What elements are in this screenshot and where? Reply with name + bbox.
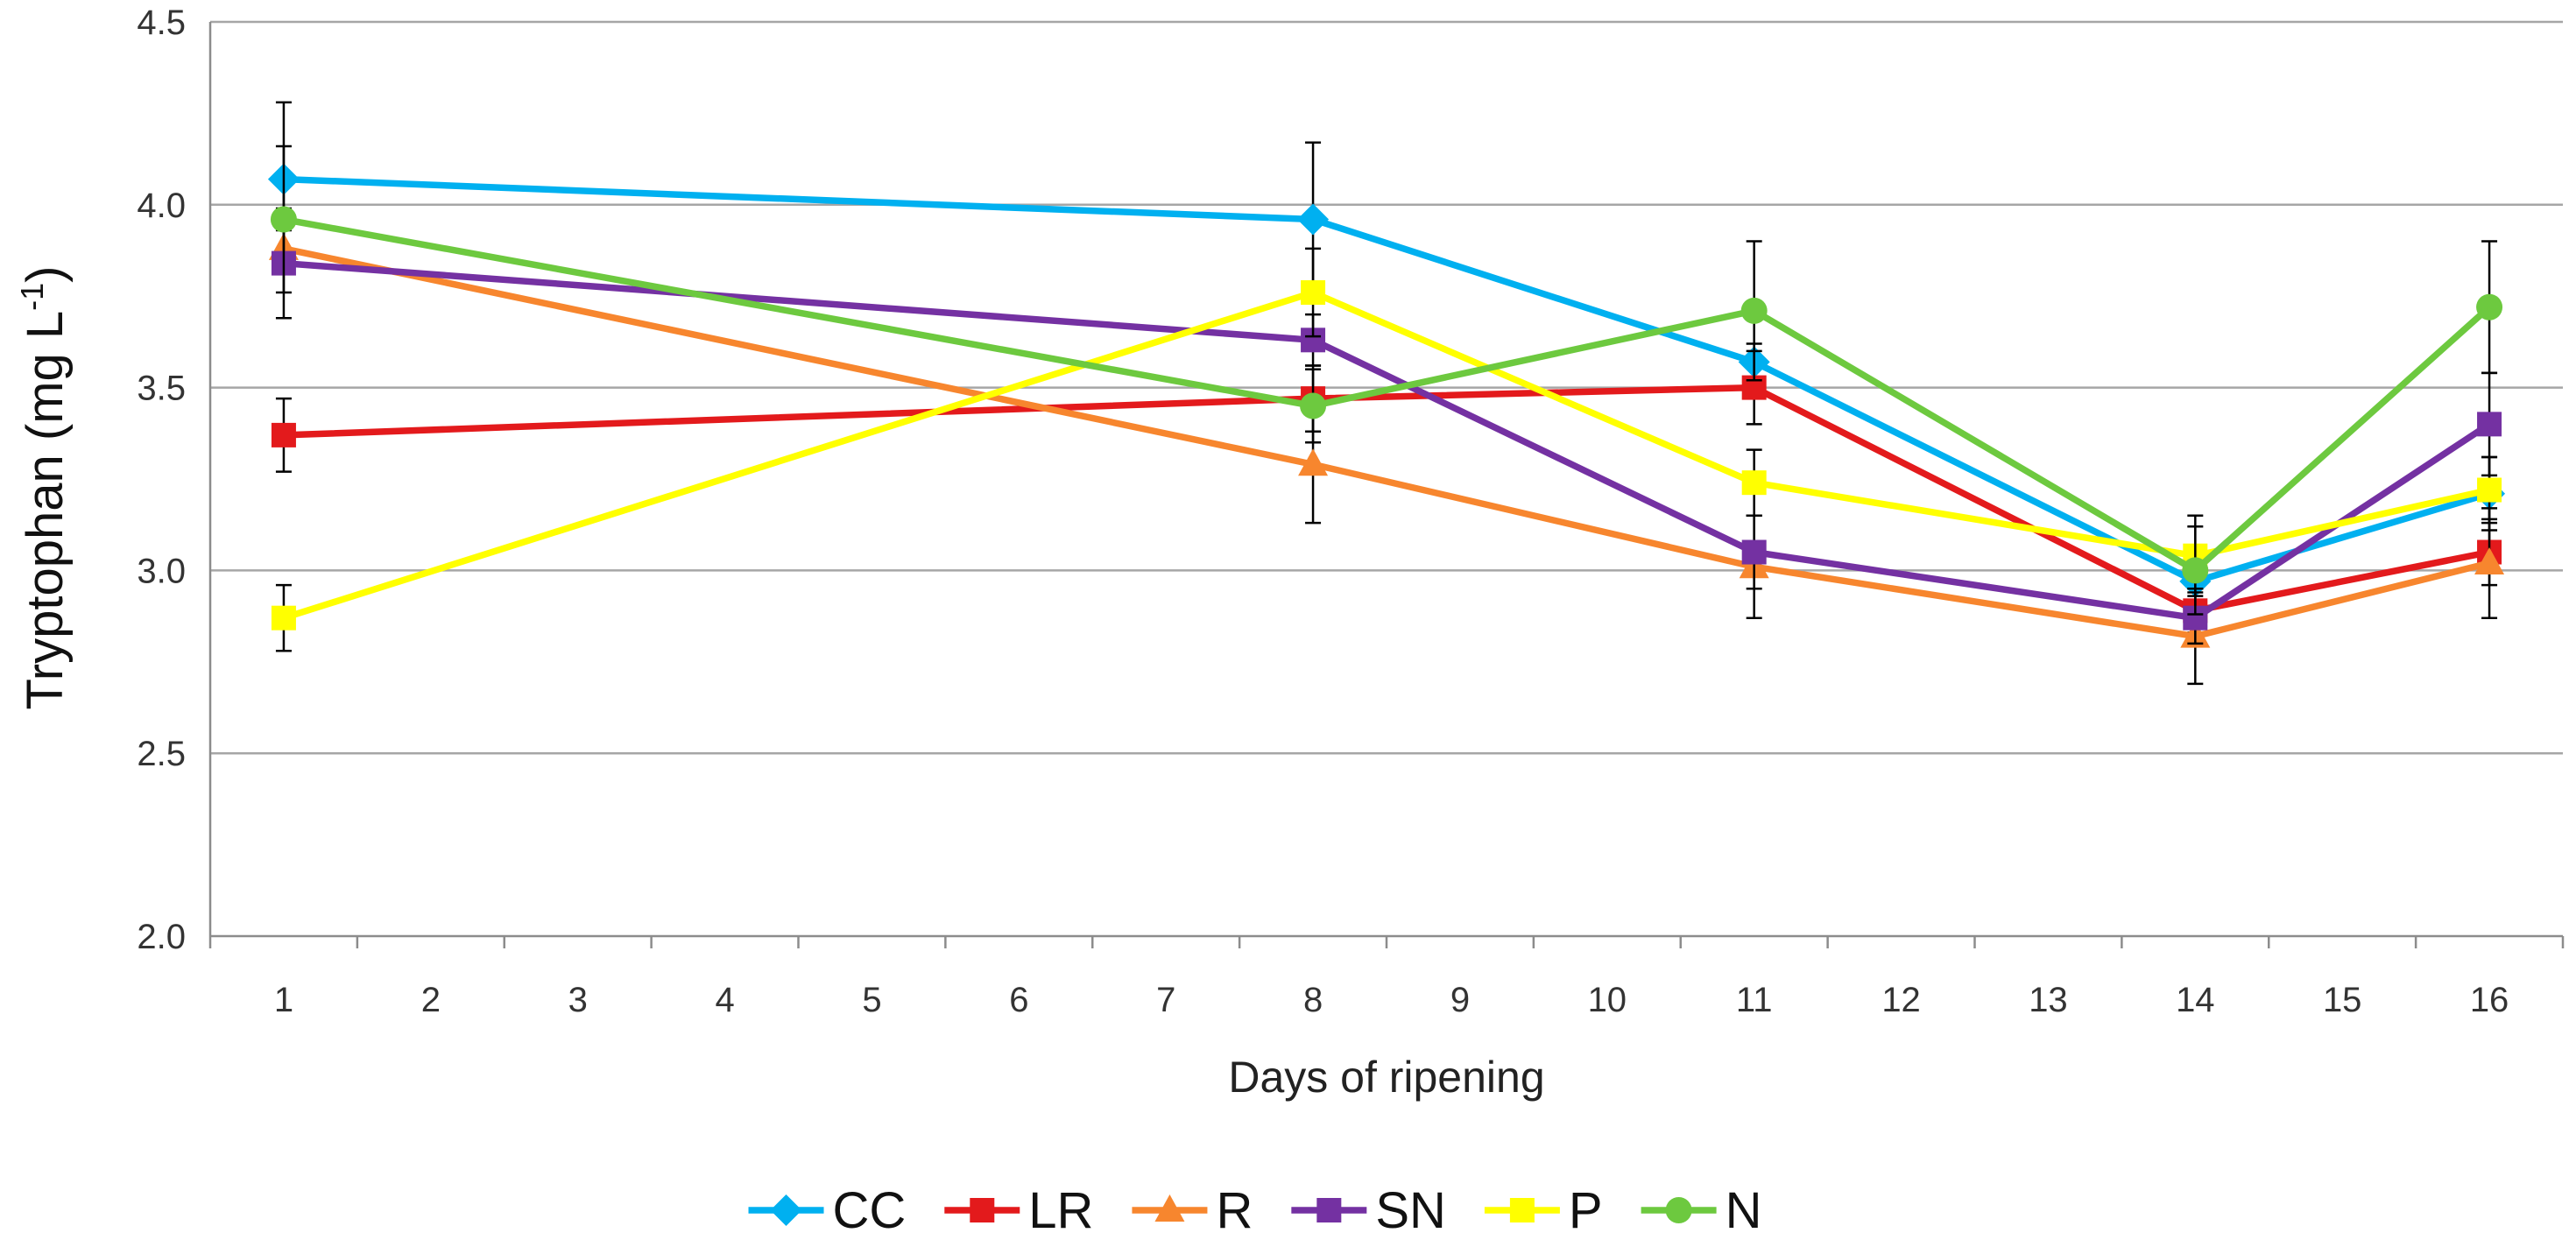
- marker-cc-day-8: [1297, 203, 1330, 236]
- legend-item-cc: CC: [748, 1182, 907, 1239]
- y-axis-title-suffix: ): [17, 266, 74, 283]
- y-tick-label: 4.0: [137, 187, 186, 225]
- x-tick-label: 5: [862, 981, 881, 1019]
- y-axis-title-superscript: -1: [14, 283, 50, 311]
- marker-lr-day-1: [271, 422, 296, 447]
- marker-p-day-11: [1741, 470, 1767, 496]
- legend-item-r: R: [1132, 1182, 1253, 1239]
- marker-n-day-1: [270, 206, 297, 233]
- y-tick-label: 2.5: [137, 735, 186, 773]
- marker-r-day-16: [2474, 547, 2505, 575]
- legend: CC LR R SN P N: [748, 1182, 1762, 1239]
- legend-item-n: N: [1641, 1182, 1762, 1239]
- legend-swatch-marker: [770, 1194, 802, 1226]
- x-axis-title: Days of ripening: [1228, 1053, 1544, 1102]
- x-tick-label: 6: [1009, 981, 1028, 1019]
- y-axis-title-main: Tryptophan (mg L: [17, 311, 74, 710]
- marker-p-day-1: [271, 605, 296, 631]
- x-tick-label: 11: [1736, 981, 1773, 1019]
- x-tick-label: 9: [1450, 981, 1470, 1019]
- legend-label: SN: [1375, 1182, 1446, 1239]
- legend-swatch-marker: [1509, 1198, 1535, 1222]
- x-tick-label: 4: [715, 981, 734, 1019]
- y-tick-label: 2.0: [137, 918, 186, 956]
- legend-swatch-marker: [1154, 1194, 1185, 1222]
- marker-p-day-16: [2477, 477, 2502, 503]
- x-tick-label: 2: [421, 981, 441, 1019]
- legend-label: R: [1216, 1182, 1253, 1239]
- x-tick-label: 7: [1156, 981, 1175, 1019]
- legend-label: LR: [1028, 1182, 1093, 1239]
- y-axis-title: Tryptophan (mg L-1): [14, 266, 74, 710]
- y-axis-tick-labels: 2.0 2.5 3.0 3.5 4.0 4.5: [137, 4, 186, 956]
- series-group: [267, 101, 2506, 686]
- marker-sn-day-11: [1741, 539, 1767, 565]
- axes: [208, 22, 2565, 948]
- x-tick-label: 12: [1881, 981, 1921, 1019]
- legend-swatch-marker: [1316, 1198, 1342, 1222]
- x-tick-label: 14: [2176, 981, 2215, 1019]
- marker-p-day-8: [1301, 280, 1326, 306]
- legend-label: P: [1569, 1182, 1603, 1239]
- x-tick-label: 10: [1588, 981, 1627, 1019]
- x-tick-label: 15: [2323, 981, 2362, 1019]
- marker-n-day-16: [2476, 293, 2503, 321]
- marker-n-day-8: [1300, 392, 1327, 419]
- legend-label: N: [1726, 1182, 1762, 1239]
- marker-r-day-8: [1298, 448, 1329, 476]
- legend-item-lr: LR: [944, 1182, 1093, 1239]
- legend-item-sn: SN: [1291, 1182, 1446, 1239]
- x-tick-label: 1: [274, 981, 293, 1019]
- x-tick-label: 8: [1303, 981, 1323, 1019]
- legend-swatch-marker: [1665, 1197, 1692, 1223]
- marker-n-day-14: [2182, 557, 2209, 584]
- series-n: [270, 144, 2503, 616]
- marker-n-day-11: [1740, 297, 1768, 324]
- legend-swatch-marker: [970, 1198, 995, 1222]
- legend-item-p: P: [1484, 1182, 1603, 1239]
- y-tick-label: 4.5: [137, 4, 186, 42]
- x-tick-label: 3: [568, 981, 588, 1019]
- y-tick-label: 3.0: [137, 552, 186, 590]
- x-tick-label: 16: [2470, 981, 2509, 1019]
- legend-label: CC: [833, 1182, 907, 1239]
- y-tick-label: 3.5: [137, 370, 186, 408]
- marker-sn-day-16: [2477, 412, 2502, 437]
- x-axis-tick-labels: 1 2 3 4 5 6 7 8 9 10 11 12 13 14 15 16: [274, 981, 2509, 1019]
- x-tick-label: 13: [2029, 981, 2068, 1019]
